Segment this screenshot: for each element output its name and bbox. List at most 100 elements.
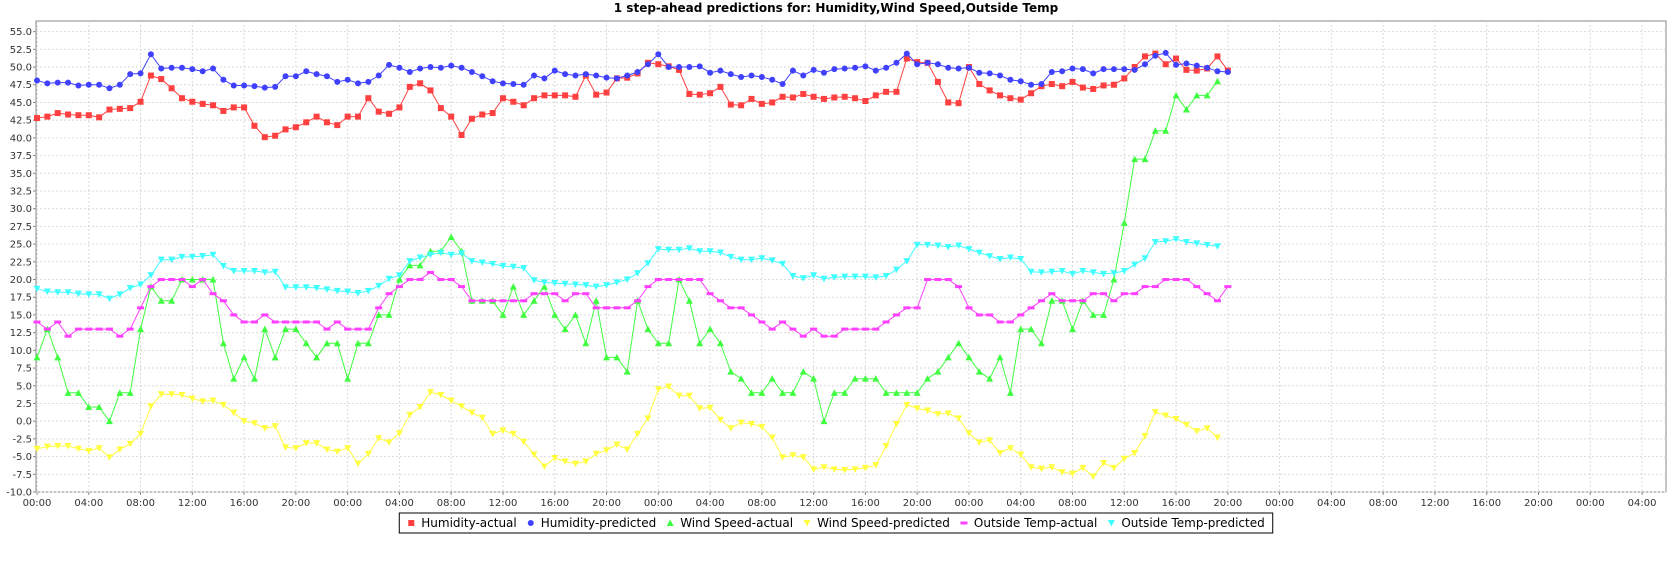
data-point: [934, 411, 942, 418]
data-point: [1007, 95, 1014, 102]
data-point: [830, 334, 838, 338]
data-point: [686, 64, 693, 71]
data-point: [1162, 49, 1169, 56]
legend-label: Outside Temp-actual: [974, 516, 1097, 530]
data-point: [250, 320, 258, 324]
data-point: [1110, 66, 1117, 73]
data-point: [1213, 243, 1221, 250]
data-point: [654, 278, 662, 282]
data-point: [571, 460, 579, 468]
data-point: [168, 297, 176, 304]
data-point: [406, 258, 414, 265]
data-point: [861, 464, 869, 472]
data-point: [395, 272, 403, 279]
data-point: [561, 299, 569, 303]
data-point: [1028, 81, 1035, 88]
data-point: [282, 444, 290, 451]
data-point: [717, 83, 724, 90]
data-point: [448, 62, 455, 69]
data-point: [355, 113, 362, 120]
data-point: [365, 78, 372, 85]
data-point: [250, 375, 258, 382]
data-point: [872, 274, 880, 281]
data-point: [1100, 82, 1107, 89]
data-point: [241, 104, 248, 111]
data-point: [1120, 268, 1128, 275]
data-point: [271, 268, 279, 276]
data-point: [1203, 241, 1211, 249]
data-point: [137, 325, 145, 333]
data-point: [665, 339, 673, 347]
data-point: [1059, 68, 1066, 75]
data-point: [727, 253, 735, 261]
data-point: [489, 299, 497, 303]
data-point: [199, 68, 206, 75]
data-point: [64, 289, 72, 296]
data-point: [603, 447, 611, 454]
data-point: [1089, 311, 1097, 318]
data-point: [499, 263, 507, 270]
data-point: [271, 320, 279, 324]
data-point: [168, 64, 175, 71]
data-point: [779, 320, 787, 324]
data-point: [675, 278, 683, 282]
data-point: [944, 278, 952, 282]
data-point: [1048, 297, 1056, 304]
data-point: [427, 64, 434, 71]
data-point: [478, 299, 486, 303]
data-point: [116, 446, 124, 454]
data-point: [1151, 238, 1159, 246]
x-tick-label: 00:00: [1265, 498, 1294, 509]
data-point: [33, 320, 41, 324]
data-point: [789, 327, 797, 331]
data-point: [758, 389, 766, 396]
data-point: [416, 254, 424, 262]
data-point: [1131, 450, 1139, 457]
data-point: [1069, 299, 1076, 303]
legend-box: [398, 512, 1274, 534]
data-point: [1100, 311, 1108, 318]
data-point: [1141, 285, 1149, 289]
data-point: [830, 466, 838, 473]
data-point: [416, 404, 424, 411]
x-tick-label: 00:00: [1576, 498, 1605, 509]
data-point: [603, 306, 611, 310]
data-point: [509, 283, 517, 290]
data-point: [509, 263, 517, 271]
data-point: [696, 278, 704, 282]
data-point: [872, 92, 879, 99]
data-point: [789, 452, 797, 459]
data-point: [789, 389, 797, 396]
data-point: [965, 306, 973, 310]
data-point: [365, 95, 372, 102]
data-point: [541, 92, 548, 99]
data-point: [1017, 325, 1025, 333]
data-point: [603, 74, 610, 81]
data-point: [623, 306, 631, 310]
data-point: [561, 325, 569, 333]
y-tick-label: 32.5: [10, 186, 32, 197]
data-point: [199, 253, 207, 260]
data-point: [250, 420, 258, 427]
data-point: [758, 100, 765, 107]
data-point: [1151, 127, 1159, 134]
y-tick-label: 55.0: [10, 27, 32, 38]
x-tick-label: 20:00: [903, 498, 932, 509]
data-point: [157, 278, 165, 282]
y-tick-label: 2.5: [16, 399, 32, 410]
data-point: [1006, 254, 1014, 262]
data-point: [603, 282, 611, 289]
data-point: [209, 251, 217, 259]
data-point: [323, 119, 330, 126]
data-point: [416, 261, 424, 269]
data-point: [1131, 66, 1138, 73]
data-point: [852, 64, 859, 71]
data-point: [458, 250, 466, 257]
data-point: [219, 263, 227, 270]
data-point: [468, 258, 476, 265]
data-point: [168, 256, 176, 264]
data-point: [54, 353, 62, 361]
data-point: [696, 91, 703, 98]
data-point: [540, 283, 548, 290]
data-point: [240, 418, 248, 425]
